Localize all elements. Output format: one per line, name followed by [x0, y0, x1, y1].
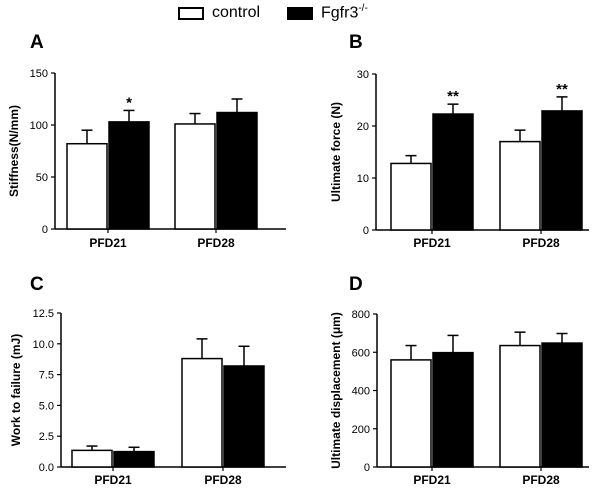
- panel-a-category-label: PFD21: [89, 236, 127, 250]
- panel-a-bar-control: [66, 142, 108, 230]
- panel-b-significance-marker: **: [447, 88, 459, 105]
- panel-c-y-tick-label: 10.0: [33, 339, 54, 351]
- legend-item-fgfr3: Fgfr3-/-: [287, 3, 368, 23]
- panel-b-label: B: [349, 32, 363, 53]
- panel-a-significance-marker: *: [126, 94, 132, 111]
- panel-b-significance-marker: **: [556, 81, 568, 98]
- panel-d-bar-control: [390, 359, 432, 468]
- panel-c-y-axis-title: Work to failure (mJ): [9, 334, 23, 446]
- panel-b-bar-fgfr3: [432, 113, 474, 231]
- panel-c-bar-fgfr3: [223, 365, 265, 468]
- panel-b-y-tick-label: 20: [357, 121, 369, 133]
- panel-c-label: C: [30, 274, 44, 295]
- panel-b-y-tick-label: 0: [363, 225, 369, 237]
- panel-c-category-label: PFD28: [204, 473, 242, 487]
- panel-a-bar-fgfr3: [108, 121, 150, 230]
- panel-c-y-tick-label: 5.0: [39, 400, 54, 412]
- panel-c-y-tick-label: 7.5: [39, 370, 54, 382]
- panel-c-y-tick-label: 2.5: [39, 431, 54, 443]
- panel-b-category-label: PFD28: [522, 236, 560, 250]
- panel-b-category-label: PFD21: [413, 236, 451, 250]
- legend-swatch-fgfr3: [287, 6, 313, 20]
- panel-d-label: D: [349, 274, 363, 295]
- legend-item-control: control: [178, 3, 260, 23]
- panel-a-category-label: PFD28: [197, 236, 235, 250]
- panel-d-y-tick-label: 800: [352, 309, 370, 321]
- panel-a-y-tick-label: 150: [30, 68, 48, 80]
- panel-c-category-label: PFD21: [94, 473, 132, 487]
- panel-a-y-tick-label: 50: [36, 172, 48, 184]
- panel-d-y-tick-label: 0: [364, 462, 370, 474]
- panel-c-bar-control: [181, 357, 223, 468]
- panel-d-bar-control: [499, 344, 541, 468]
- panel-c-bar-fgfr3: [113, 450, 155, 468]
- panel-b-y-axis-title: Ultimate force (N): [329, 102, 343, 202]
- panel-d-category-label: PFD28: [522, 473, 560, 487]
- panel-c-bar-control: [71, 449, 113, 468]
- panel-a-y-tick-label: 100: [30, 120, 48, 132]
- panel-a-bar-control: [174, 123, 216, 230]
- panel-d-y-tick-label: 200: [352, 424, 370, 436]
- legend-label-control: control: [212, 4, 261, 21]
- panel-a-bar-fgfr3: [216, 111, 258, 230]
- panel-a-label: A: [30, 32, 44, 53]
- panel-b-y-tick-label: 30: [357, 69, 369, 81]
- legend-label-fgfr3: Fgfr3-/-: [321, 3, 368, 22]
- panel-c-y-tick-label: 0.0: [39, 462, 54, 474]
- panel-d-y-tick-label: 600: [352, 347, 370, 359]
- panel-b-y-tick-label: 10: [357, 173, 369, 185]
- panel-c-y-tick-label: 12.5: [33, 308, 54, 320]
- legend-label-fgfr3-superscript: -/-: [358, 3, 368, 15]
- panel-b-bar-control: [390, 162, 432, 231]
- panel-a-y-axis-title: Stiffness(N/mm): [7, 105, 21, 197]
- panel-a-y-tick-label: 0: [42, 224, 48, 236]
- panel-d-category-label: PFD21: [413, 473, 451, 487]
- panel-d-y-tick-label: 400: [352, 386, 370, 398]
- panel-b-bar-control: [499, 140, 541, 231]
- panel-d-y-axis-title: Ultimate displacement (μm): [329, 312, 343, 469]
- panel-b-bar-fgfr3: [541, 110, 583, 231]
- panel-d-bar-fgfr3: [432, 351, 474, 468]
- legend: control Fgfr3-/-: [0, 0, 614, 26]
- panel-d-bar-fgfr3: [541, 342, 583, 468]
- legend-swatch-control: [178, 6, 204, 20]
